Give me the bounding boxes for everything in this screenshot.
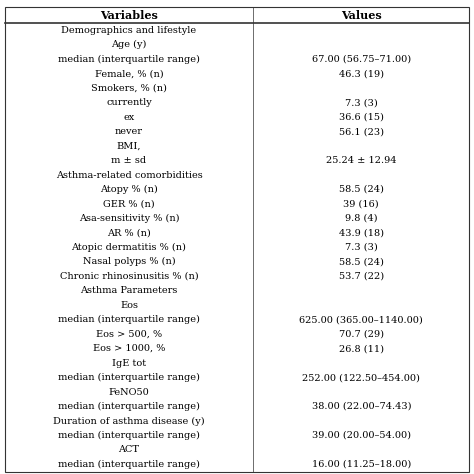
Text: 7.3 (3): 7.3 (3)	[345, 243, 378, 252]
Text: 625.00 (365.00–1140.00): 625.00 (365.00–1140.00)	[300, 315, 423, 324]
Text: 36.6 (15): 36.6 (15)	[339, 113, 383, 122]
Text: Demographics and lifestyle: Demographics and lifestyle	[62, 26, 197, 35]
Text: Eos > 1000, %: Eos > 1000, %	[93, 344, 165, 353]
Text: Duration of asthma disease (y): Duration of asthma disease (y)	[53, 417, 205, 426]
Text: 38.00 (22.00–74.43): 38.00 (22.00–74.43)	[311, 402, 411, 411]
Text: Eos > 500, %: Eos > 500, %	[96, 330, 162, 338]
Text: 7.3 (3): 7.3 (3)	[345, 98, 378, 107]
Text: Eos: Eos	[120, 301, 138, 310]
Text: m ± sd: m ± sd	[111, 156, 146, 165]
Text: 58.5 (24): 58.5 (24)	[339, 257, 383, 266]
Text: 252.00 (122.50–454.00): 252.00 (122.50–454.00)	[302, 373, 420, 382]
Text: Atopy % (n): Atopy % (n)	[100, 185, 158, 194]
Text: 56.1 (23): 56.1 (23)	[339, 127, 384, 136]
Text: Female, % (n): Female, % (n)	[95, 69, 164, 78]
Text: 16.00 (11.25–18.00): 16.00 (11.25–18.00)	[311, 460, 411, 469]
Text: BMI,: BMI,	[117, 142, 141, 151]
Text: FeNO50: FeNO50	[109, 388, 149, 397]
Text: ex: ex	[123, 113, 135, 122]
Text: Smokers, % (n): Smokers, % (n)	[91, 84, 167, 93]
Text: median (interquartile range): median (interquartile range)	[58, 315, 200, 324]
Text: 58.5 (24): 58.5 (24)	[339, 185, 383, 194]
Text: 67.00 (56.75–71.00): 67.00 (56.75–71.00)	[312, 55, 411, 64]
Text: Nasal polyps % (n): Nasal polyps % (n)	[82, 257, 175, 266]
Text: Atopic dermatitis % (n): Atopic dermatitis % (n)	[72, 243, 186, 252]
Text: median (interquartile range): median (interquartile range)	[58, 55, 200, 64]
Text: 53.7 (22): 53.7 (22)	[339, 272, 384, 281]
Text: currently: currently	[106, 98, 152, 107]
Text: 39 (16): 39 (16)	[344, 200, 379, 209]
Text: median (interquartile range): median (interquartile range)	[58, 460, 200, 469]
Text: never: never	[115, 127, 143, 136]
Text: median (interquartile range): median (interquartile range)	[58, 373, 200, 382]
Text: Values: Values	[341, 9, 382, 20]
Text: GER % (n): GER % (n)	[103, 200, 155, 209]
Text: 39.00 (20.00–54.00): 39.00 (20.00–54.00)	[312, 431, 411, 440]
Text: Asa-sensitivity % (n): Asa-sensitivity % (n)	[79, 214, 179, 223]
Text: ACT: ACT	[118, 446, 139, 455]
Text: Asthma Parameters: Asthma Parameters	[80, 286, 178, 295]
Text: 70.7 (29): 70.7 (29)	[339, 330, 384, 338]
Text: 26.8 (11): 26.8 (11)	[339, 344, 384, 353]
Text: 25.24 ± 12.94: 25.24 ± 12.94	[326, 156, 397, 165]
Text: median (interquartile range): median (interquartile range)	[58, 431, 200, 440]
Text: median (interquartile range): median (interquartile range)	[58, 402, 200, 411]
Text: Variables: Variables	[100, 9, 158, 20]
Text: 43.9 (18): 43.9 (18)	[339, 228, 384, 237]
Text: 46.3 (19): 46.3 (19)	[339, 69, 384, 78]
Text: Chronic rhinosinusitis % (n): Chronic rhinosinusitis % (n)	[60, 272, 198, 281]
Text: Asthma-related comorbidities: Asthma-related comorbidities	[55, 171, 202, 180]
Text: Age (y): Age (y)	[111, 40, 146, 49]
Text: IgE tot: IgE tot	[112, 359, 146, 368]
Text: AR % (n): AR % (n)	[107, 228, 151, 237]
Text: 9.8 (4): 9.8 (4)	[345, 214, 377, 223]
